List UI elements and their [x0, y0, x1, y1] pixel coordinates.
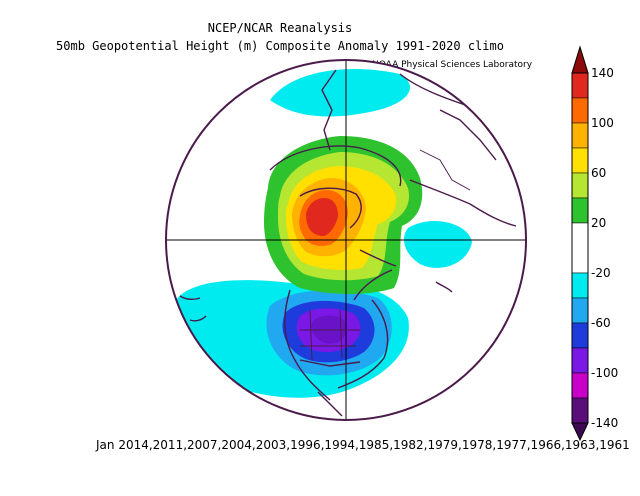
colorbar-band-4 — [571, 172, 589, 199]
colorbar-label-6: -100 — [591, 366, 618, 380]
graticule — [166, 60, 526, 420]
colorbar-band-10 — [571, 347, 589, 374]
colorbar-label-4: -20 — [591, 266, 611, 280]
colorbar-labels: 140 100 60 20 -20 -60 -100 -140 — [591, 66, 618, 430]
composite-years: Jan 2014,2011,2007,2004,2003,1996,1994,1… — [96, 438, 630, 452]
colorbar-band-11 — [571, 372, 589, 399]
colorbar-band-7 — [571, 272, 589, 299]
colorbar-label-0: 140 — [591, 66, 614, 80]
colorbar-frame — [571, 72, 589, 424]
colorbar-label-2: 60 — [591, 166, 606, 180]
chart-title: NCEP/NCAR Reanalysis — [207, 21, 353, 35]
colorbar-band-6 — [571, 222, 589, 274]
chart-subtitle: 50mb Geopotential Height (m) Composite A… — [56, 39, 504, 53]
colorbar-label-5: -60 — [591, 316, 611, 330]
positive-anomaly-contours — [264, 136, 423, 294]
colorbar-band-5 — [571, 197, 589, 224]
colorbar-band-3 — [571, 147, 589, 174]
colorbar-band-12 — [571, 397, 589, 424]
colorbar-label-7: -140 — [591, 416, 618, 430]
colorbar-label-1: 100 — [591, 116, 614, 130]
colorbar-label-3: 20 — [591, 216, 606, 230]
colorbar-band-8 — [571, 297, 589, 324]
globe-boundary — [165, 59, 527, 421]
colorbar-bands — [571, 72, 589, 424]
colorbar-top-arrow — [571, 45, 589, 74]
colorbar-band-1 — [571, 97, 589, 124]
colorbar-band-2 — [571, 122, 589, 149]
credit-label: NOAA Physical Sciences Laboratory — [372, 60, 533, 70]
colorbar-band-0 — [571, 72, 589, 99]
colorbar-band-9 — [571, 322, 589, 349]
border-lines — [300, 149, 471, 361]
